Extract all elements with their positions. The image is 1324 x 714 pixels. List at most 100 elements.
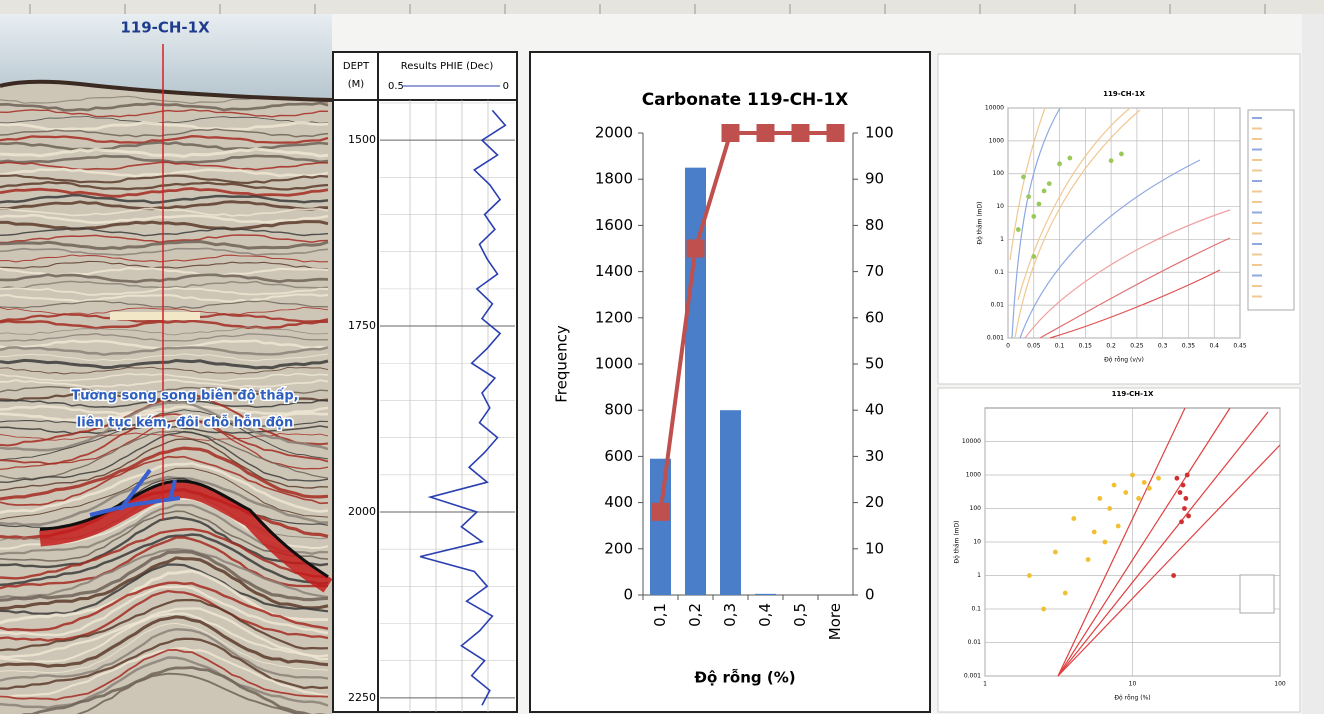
point [1062, 590, 1068, 596]
point [1146, 485, 1152, 491]
y-tick-label: 0.001 [964, 673, 981, 680]
point [1026, 194, 1032, 200]
plot-area [1007, 107, 1241, 339]
point [1097, 496, 1103, 501]
seismic-reflector [0, 589, 329, 642]
seismic-reflector [0, 372, 329, 382]
seismic-reflector [0, 475, 329, 527]
seismic-reflector [0, 549, 329, 602]
crossplot-title: 119-CH-1X [1112, 390, 1154, 398]
seismic-reflector [0, 161, 329, 171]
seismic-reflector [0, 239, 329, 251]
trend-line [1024, 209, 1231, 339]
chart-frame [529, 51, 931, 713]
x-tick-label: 0.25 [1130, 343, 1144, 350]
seismic-reflector [0, 533, 329, 587]
seismic-reflector [0, 358, 329, 370]
y-tick-label: 100 [970, 505, 982, 512]
cumulative-marker [651, 502, 670, 521]
cumulative-marker [686, 239, 705, 258]
crossplot-y-label: Độ thấm (mD) [977, 202, 984, 245]
water-column [0, 14, 332, 98]
seismic-reflector [0, 326, 329, 336]
cumulative-marker [756, 124, 775, 142]
x-tick-label: 1 [983, 681, 987, 688]
bar [755, 593, 776, 595]
seismic-reflector [0, 116, 329, 125]
seismic-reflector [0, 393, 329, 447]
y-tick-label: 0.001 [987, 335, 1004, 342]
seismic-reflector [0, 628, 329, 682]
point [1130, 472, 1135, 478]
point [1015, 227, 1021, 232]
y-tick-label: 0.1 [994, 269, 1004, 276]
y-tick-label: 1200 [595, 308, 633, 326]
seismic-reflector [0, 286, 329, 296]
point [1027, 573, 1032, 578]
seismic-reflector [0, 300, 329, 309]
bar [685, 167, 706, 595]
seismic-reflector [0, 563, 329, 615]
y-tick-label: 1000 [966, 472, 981, 479]
seismic-reflector [0, 467, 329, 520]
seismic-reflector [0, 194, 329, 204]
y2-tick-label: 60 [865, 308, 884, 326]
point [1183, 496, 1189, 501]
seismic-reflector [0, 135, 329, 144]
point [1085, 557, 1091, 562]
seismic-reflector [0, 220, 329, 231]
bar [720, 410, 741, 595]
seismic-reflector [0, 399, 329, 408]
depth-tick-label: 1750 [348, 319, 376, 332]
seismic-reflector [0, 461, 329, 514]
facies-annotation: liên tục kém, đôi chỗ hỗn độn [77, 416, 293, 431]
seismic-reflector [0, 353, 329, 362]
x-tick-label: 0.05 [1027, 343, 1041, 350]
curve-scale-label: 0 [503, 81, 509, 92]
x-tick-label: 0.3 [1158, 343, 1168, 350]
seismic-reflector [0, 430, 329, 480]
trend-line [1049, 269, 1221, 339]
right-ruler [1302, 14, 1324, 714]
y2-tick-label: 70 [865, 262, 884, 280]
point [1182, 506, 1187, 511]
crossplot-x-label: Độ rỗng (v/v) [1104, 357, 1144, 364]
x-tick-label: 0 [1006, 343, 1010, 350]
y-tick-label: 600 [604, 447, 633, 465]
y-tick-label: 0.01 [968, 639, 982, 646]
y2-tick-label: 10 [865, 539, 884, 557]
seismic-reflector [0, 598, 329, 652]
seismic-reflector [0, 174, 329, 185]
crossplot-legend [1239, 574, 1275, 614]
curve-header: Results PHIE (Dec) [401, 61, 494, 72]
crossplot-y-label: Độ thấm (mD) [954, 521, 961, 564]
y-tick-label: 1800 [595, 170, 633, 188]
trend-line [1057, 411, 1269, 677]
seismic-reflector [0, 147, 329, 159]
curve-scale-label: 0.5 [388, 81, 404, 92]
seismic-reflector [0, 333, 329, 342]
seismic-reflector [0, 556, 329, 611]
facies-annotation: Tương song song biên độ thấp, [71, 389, 298, 404]
point [1057, 161, 1062, 167]
bright-spot [110, 312, 200, 320]
log-frame [332, 51, 518, 713]
point [1156, 475, 1161, 481]
seismic-reflector [0, 607, 329, 659]
seismic-reflector [0, 128, 329, 138]
y-tick-label: 100 [993, 170, 1005, 177]
y-tick-label: 10000 [985, 105, 1004, 112]
seismic-reflector [0, 378, 329, 389]
seismic-reflector [0, 637, 329, 690]
point [1036, 201, 1042, 207]
cumulative-marker [791, 124, 810, 142]
dome-horizon [39, 481, 333, 593]
point [1119, 151, 1124, 157]
point [1031, 214, 1037, 219]
seismic-reflector [76, 672, 304, 714]
trend-line [1057, 407, 1186, 677]
seismic-reflector [21, 666, 328, 714]
seafloor [0, 79, 333, 102]
point [1123, 490, 1129, 495]
point [1186, 513, 1191, 519]
